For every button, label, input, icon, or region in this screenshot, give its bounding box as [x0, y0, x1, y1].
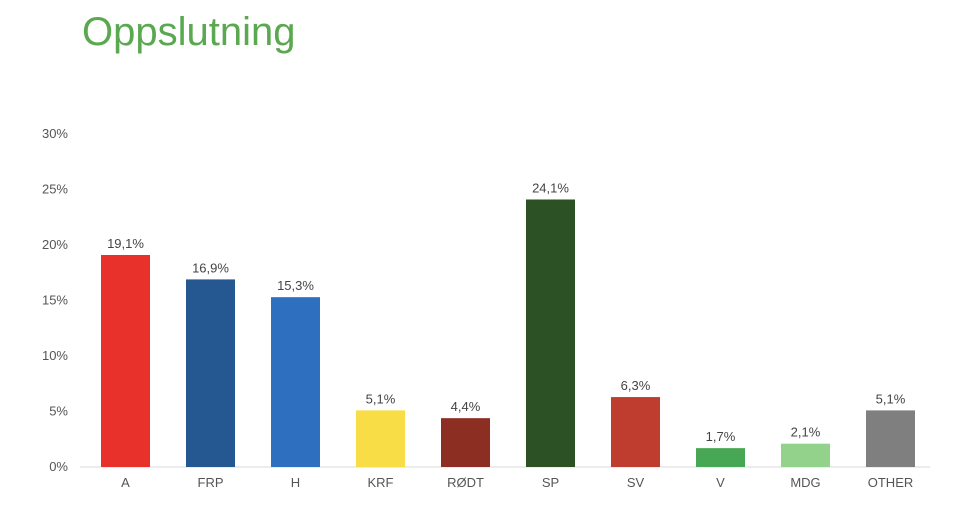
data-label: 6,3% — [621, 378, 651, 393]
x-tick-label: H — [291, 475, 300, 490]
y-tick-label: 25% — [42, 182, 68, 197]
data-label: 15,3% — [277, 278, 314, 293]
bar-a — [101, 254, 150, 467]
data-label: 19,1% — [107, 236, 144, 251]
x-tick-label: SV — [627, 475, 645, 490]
x-tick-label: A — [121, 475, 130, 490]
data-labels: 19,1% 16,9% 15,3% 5,1% 4,4% 24,1% 6,3% 1,7% 2,1%… — [107, 180, 906, 444]
bar-sp — [526, 199, 575, 468]
bar-other — [866, 410, 915, 467]
y-tick-label: 15% — [42, 293, 68, 308]
x-tick-label: MDG — [790, 475, 820, 490]
bars — [101, 199, 915, 468]
data-label: 5,1% — [366, 391, 396, 406]
bar-v — [696, 448, 745, 467]
y-tick-label: 5% — [49, 404, 68, 419]
x-axis: A FRP H KRF RØDT SP SV V MDG OTHER — [121, 475, 913, 490]
x-tick-label: FRP — [198, 475, 224, 490]
data-label: 24,1% — [532, 180, 569, 195]
y-tick-label: 0% — [49, 459, 68, 474]
x-tick-label: SP — [542, 475, 559, 490]
y-tick-label: 30% — [42, 126, 68, 141]
x-tick-label: KRF — [368, 475, 394, 490]
bar-rødt — [441, 418, 490, 467]
x-tick-label: OTHER — [868, 475, 914, 490]
bar-mdg — [781, 443, 830, 467]
data-label: 4,4% — [451, 399, 481, 414]
x-tick-label: V — [716, 475, 725, 490]
data-label: 16,9% — [192, 260, 229, 275]
y-tick-label: 20% — [42, 237, 68, 252]
data-label: 2,1% — [791, 425, 821, 440]
bar-sv — [611, 397, 660, 467]
data-label: 5,1% — [876, 391, 906, 406]
bar-h — [271, 297, 320, 467]
y-axis: 0% 5% 10% 15% 20% 25% 30% — [42, 126, 68, 474]
bar-frp — [186, 279, 235, 467]
x-tick-label: RØDT — [447, 475, 484, 490]
chart-title: Oppslutning — [82, 10, 296, 54]
bar-krf — [356, 410, 405, 467]
data-label: 1,7% — [706, 429, 736, 444]
y-tick-label: 10% — [42, 348, 68, 363]
